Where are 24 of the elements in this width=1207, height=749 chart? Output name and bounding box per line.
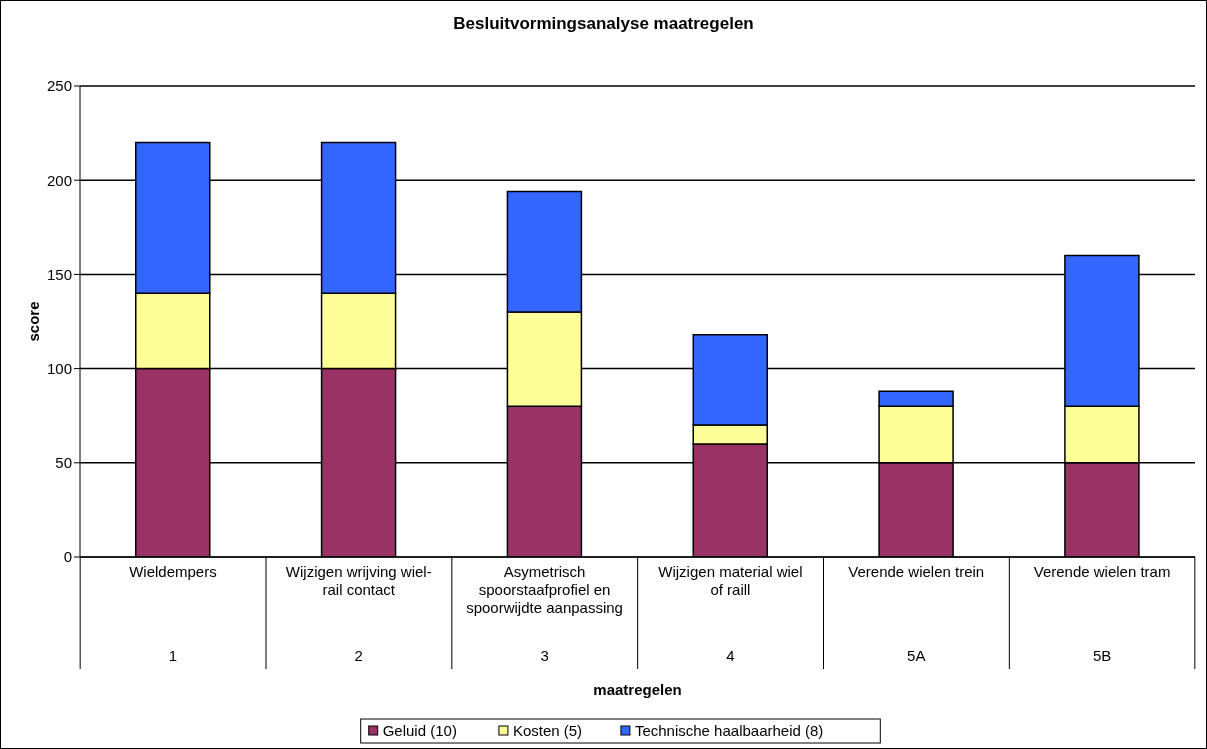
x-tick-label: Asymetrisch spoorstaafprofiel en spoorwijdte aanpassing — [466, 563, 623, 616]
chart-title: Besluitvormingsanalyse maatregelen — [452, 14, 755, 34]
x-tick-label: Wijzigen wrijving wiel-rail contact — [285, 563, 432, 598]
y-tick-label: 150 — [46, 265, 72, 283]
legend-label: Kosten (5) — [512, 722, 583, 739]
text: 3 — [540, 647, 549, 664]
x-tick-label: Wijzigen material wiel of raill — [658, 563, 803, 598]
legend-label: Geluid (10) — [382, 722, 457, 739]
x-tick-label: Wieldempers — [129, 563, 217, 580]
y-tick-label: 100 — [46, 359, 72, 377]
x-tick-label: Verende wielen tram — [1033, 563, 1171, 580]
y-tick-label: 0 — [63, 548, 72, 566]
legend-label: Technische haalbaarheid (8) — [634, 722, 824, 739]
text: 5A — [907, 647, 926, 664]
x-tick-label: Verende wielen trein — [848, 563, 985, 580]
y-axis-title: score — [25, 301, 43, 342]
text: 5B — [1092, 647, 1112, 664]
y-tick-label: 250 — [46, 77, 72, 95]
text: 2 — [354, 647, 363, 664]
y-tick-label: 200 — [46, 171, 72, 189]
x-axis-title: maatregelen — [593, 681, 682, 698]
y-tick-label: 50 — [55, 454, 72, 472]
text: 4 — [726, 647, 735, 664]
text: 1 — [168, 647, 178, 664]
